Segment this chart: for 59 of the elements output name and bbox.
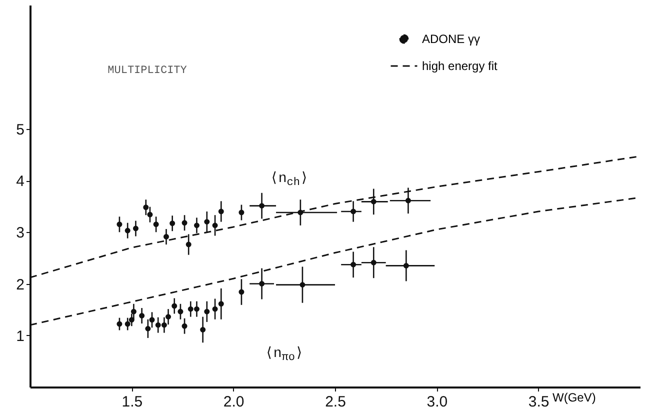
- point: [182, 220, 188, 226]
- x-tick-label: 1.5: [122, 394, 143, 410]
- point: [350, 208, 356, 214]
- x-axis-title: W(GeV): [552, 390, 596, 404]
- point: [155, 322, 161, 328]
- point: [212, 306, 218, 312]
- point: [405, 198, 411, 204]
- point: [153, 222, 159, 228]
- point: [161, 322, 167, 328]
- point: [300, 282, 306, 288]
- y-tick-label: 5: [16, 121, 24, 138]
- x-tick-label: 2.5: [325, 394, 346, 410]
- point: [218, 301, 224, 307]
- x-tick-label: 3.5: [528, 394, 550, 410]
- point: [218, 208, 224, 214]
- legend-label: ADONE γγ: [422, 32, 480, 46]
- point: [178, 308, 184, 314]
- point: [200, 326, 206, 332]
- y-tick-label: 2: [16, 276, 24, 294]
- point: [164, 234, 169, 240]
- legend-label: high energy fit: [422, 59, 498, 73]
- point: [172, 303, 178, 309]
- point: [194, 222, 200, 228]
- point: [259, 203, 265, 209]
- point: [370, 198, 376, 204]
- text: MULTIPLICITY: [108, 65, 188, 77]
- point: [147, 212, 153, 218]
- point: [204, 308, 210, 314]
- point: [194, 306, 200, 312]
- point: [130, 308, 136, 314]
- point: [145, 326, 151, 332]
- point: [116, 321, 122, 327]
- y-tick-label: 3: [16, 224, 24, 242]
- point: [204, 219, 210, 225]
- point: [166, 314, 171, 320]
- point: [212, 222, 218, 228]
- point: [259, 281, 265, 286]
- y-tick-label: 1: [16, 328, 24, 345]
- point: [149, 317, 155, 323]
- point: [298, 210, 304, 216]
- point: [350, 262, 356, 268]
- point: [128, 317, 134, 323]
- point: [403, 262, 409, 268]
- point: [170, 220, 176, 226]
- point: [133, 226, 138, 232]
- point: [188, 306, 194, 312]
- x-tick-label: 2.0: [223, 394, 244, 410]
- point: [238, 210, 244, 216]
- point: [139, 313, 145, 318]
- point: [124, 228, 130, 234]
- point: [116, 222, 122, 228]
- y-tick-label: 4: [16, 173, 24, 190]
- point: [182, 323, 188, 329]
- point: [186, 242, 192, 248]
- point: [370, 260, 376, 266]
- point: [124, 321, 130, 327]
- point: [143, 204, 149, 210]
- point: [238, 289, 244, 295]
- x-tick-label: 3.0: [426, 394, 448, 410]
